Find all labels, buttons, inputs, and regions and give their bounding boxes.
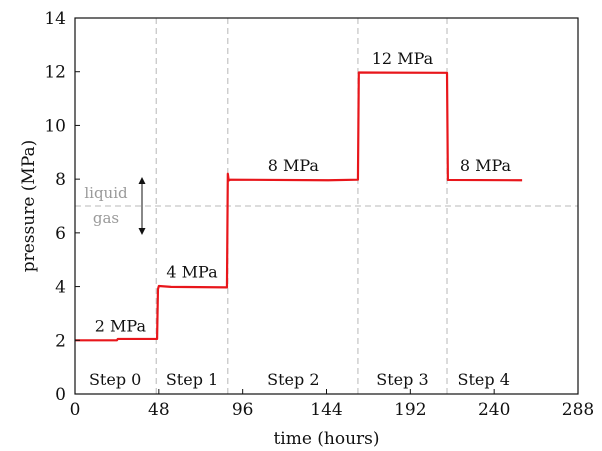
y-tick-label: 4: [55, 278, 66, 298]
x-tick-label: 240: [478, 400, 510, 420]
y-tick-label: 6: [55, 224, 66, 244]
x-tick-label: 144: [310, 400, 342, 420]
pressure-level-label: 2 MPa: [95, 316, 147, 335]
pressure-level-label: 12 MPa: [372, 49, 434, 68]
ticks-layer: 0 48 96 144 192 240 288 0 2 4 6 8 10 12 14: [44, 9, 594, 420]
y-tick-label: 10: [44, 116, 66, 136]
x-tick-label: 0: [70, 400, 81, 420]
pressure-level-label: 8 MPa: [268, 156, 320, 175]
x-tick-label: 48: [148, 400, 170, 420]
x-tick-label: 192: [394, 400, 426, 420]
phase-label-liquid: liquid: [84, 184, 128, 202]
step-label: Step 0: [89, 370, 141, 389]
y-tick-label: 2: [55, 331, 66, 351]
x-tick-label: 288: [562, 400, 594, 420]
phase-label-gas: gas: [93, 209, 119, 227]
x-axis-label: time (hours): [273, 429, 379, 449]
y-tick-label: 14: [44, 9, 66, 29]
step-label: Step 3: [376, 370, 428, 389]
pressure-level-label: 4 MPa: [166, 263, 218, 282]
step-label: Step 2: [267, 370, 319, 389]
y-tick-label: 12: [44, 63, 66, 83]
step-label: Step 4: [458, 370, 510, 389]
y-tick-label: 8: [55, 170, 66, 190]
series-layer: [75, 71, 523, 342]
pressure-series-line: [75, 71, 523, 342]
step-label: Step 1: [166, 370, 218, 389]
phase-arrow-down-head: [138, 228, 146, 235]
pressure-level-label: 8 MPa: [460, 156, 512, 175]
y-tick-label: 0: [55, 385, 66, 405]
x-tick-label: 96: [232, 400, 254, 420]
labels-layer: Step 0 Step 1 Step 2 Step 3 Step 4 2 MPa 4 MPa…: [89, 49, 512, 389]
y-axis-label: pressure (MPa): [19, 140, 39, 273]
phase-arrow-up-head: [138, 177, 146, 184]
phase-layer: liquid gas: [75, 177, 578, 235]
